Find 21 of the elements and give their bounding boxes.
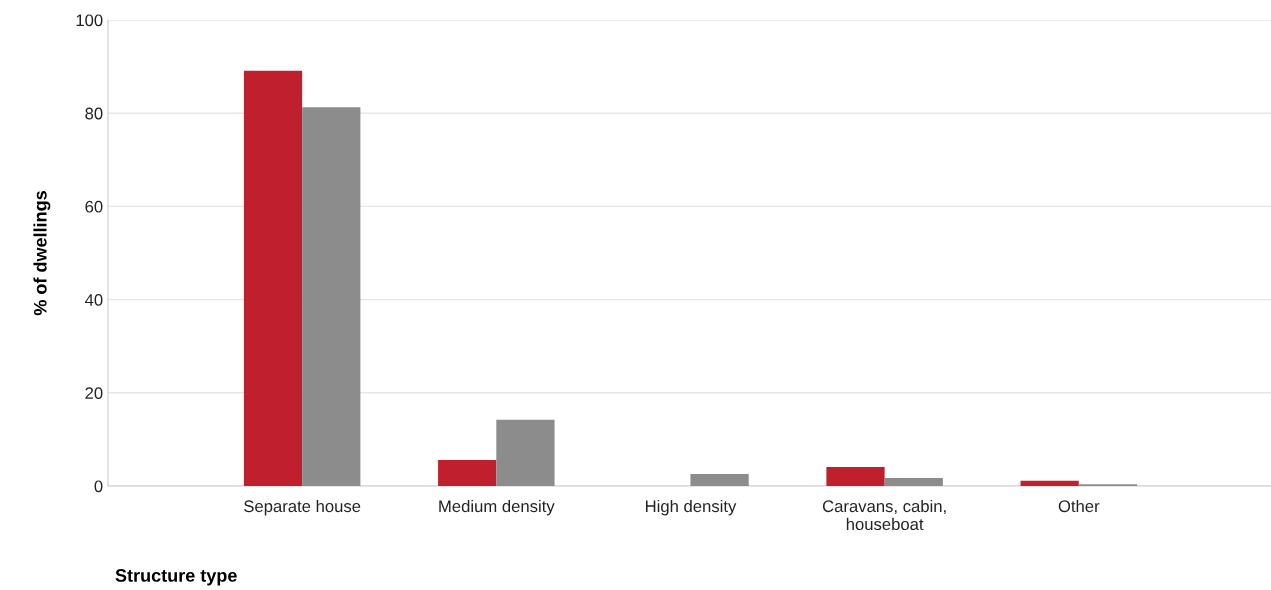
y-tick-label: 100 bbox=[76, 14, 103, 27]
x-tick-label: Other bbox=[1058, 499, 1100, 513]
y-tick-label: 0 bbox=[94, 480, 103, 493]
x-axis-title: Structure type bbox=[115, 569, 237, 586]
y-tick-label: 60 bbox=[85, 200, 103, 213]
y-axis-title: % of dwellings bbox=[33, 191, 51, 316]
x-tick-label: Separate house bbox=[244, 499, 361, 516]
bar bbox=[243, 70, 303, 486]
bar bbox=[690, 473, 749, 486]
bar bbox=[438, 459, 497, 486]
x-tick-label: Medium density bbox=[439, 499, 555, 516]
bar bbox=[302, 107, 361, 486]
bar bbox=[884, 478, 943, 486]
x-tick-label: Caravans, cabin, houseboat bbox=[822, 499, 946, 531]
bar bbox=[1020, 480, 1079, 486]
y-tick-label: 40 bbox=[84, 294, 103, 306]
x-tick-label: High density bbox=[645, 499, 737, 516]
y-tick-label: 20 bbox=[85, 387, 103, 399]
y-tick-label: 80 bbox=[85, 107, 103, 120]
bar bbox=[826, 466, 885, 486]
bar bbox=[496, 419, 555, 486]
